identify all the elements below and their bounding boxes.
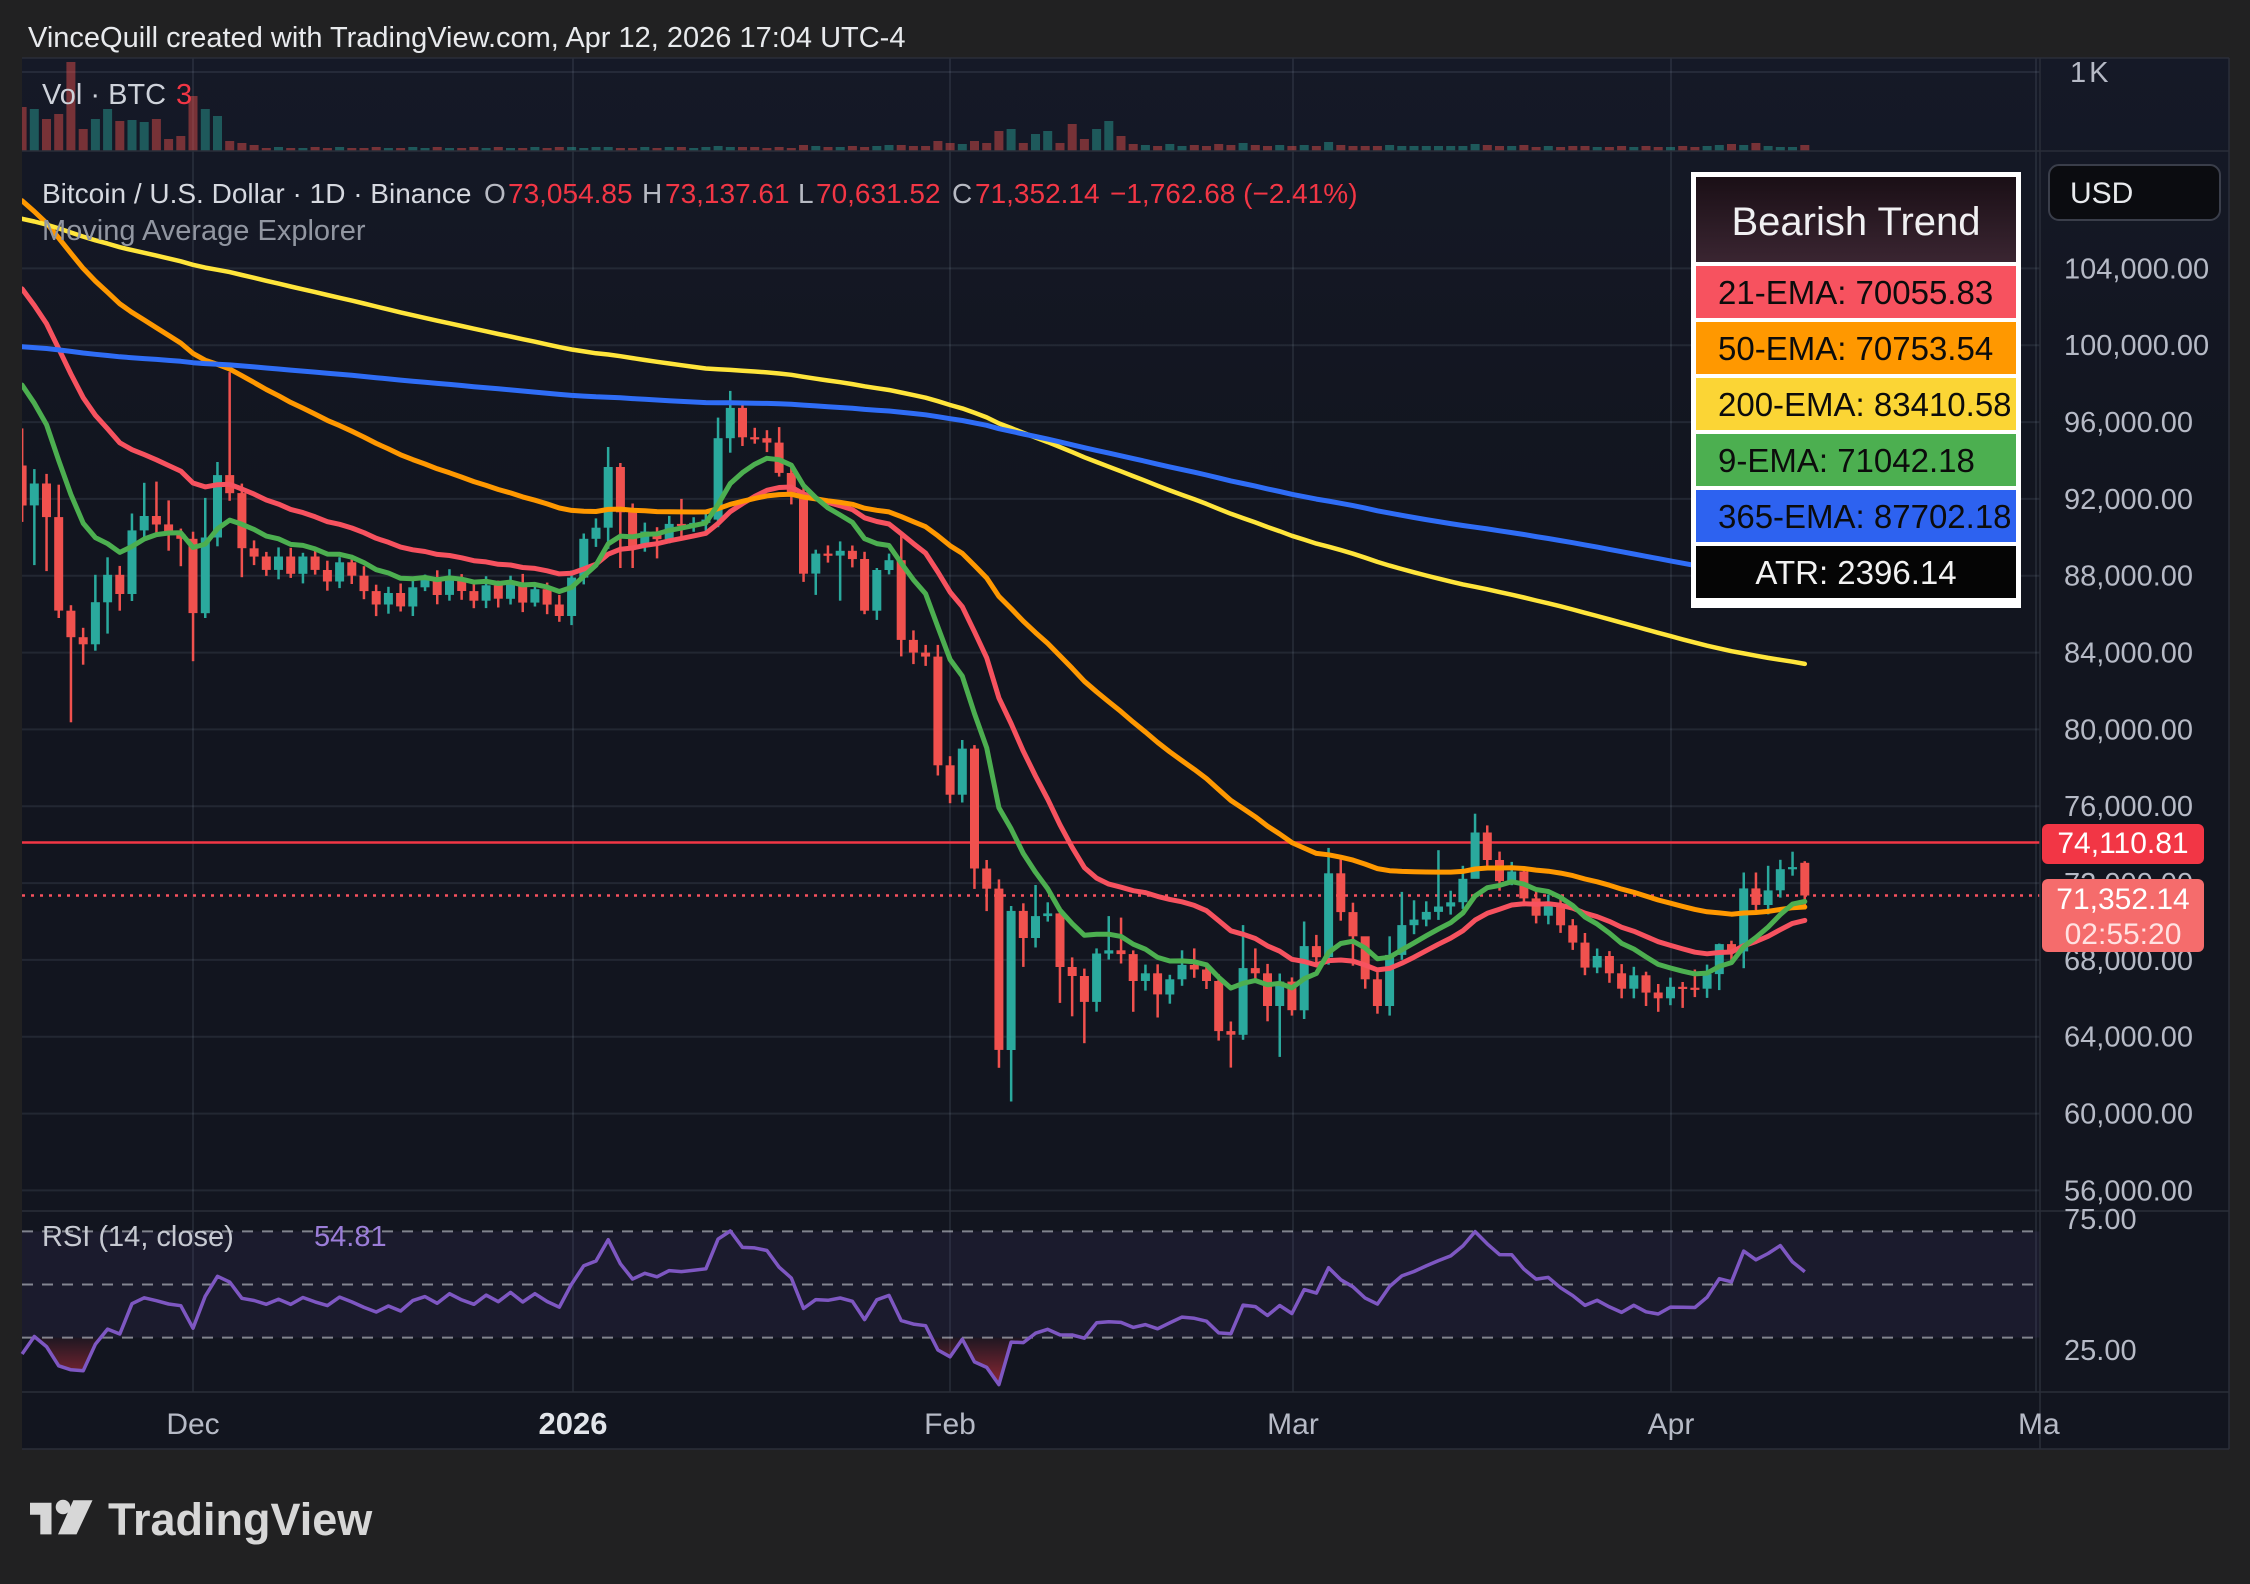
svg-text:USD: USD xyxy=(2070,177,2133,210)
svg-text:71,352.14: 71,352.14 xyxy=(975,178,1100,209)
svg-text:96,000.00: 96,000.00 xyxy=(2064,407,2193,439)
svg-text:−1,762.68 (−2.41%): −1,762.68 (−2.41%) xyxy=(1110,178,1358,209)
svg-text:25.00: 25.00 xyxy=(2064,1335,2137,1367)
svg-text:200-EMA: 83410.58: 200-EMA: 83410.58 xyxy=(1718,386,2012,423)
svg-text:VinceQuill created with Tradin: VinceQuill created with TradingView.com,… xyxy=(28,22,905,54)
svg-text:71,352.14: 71,352.14 xyxy=(2056,883,2189,916)
svg-text:100,000.00: 100,000.00 xyxy=(2064,330,2209,362)
svg-text:Mar: Mar xyxy=(1267,1408,1319,1441)
svg-text:88,000.00: 88,000.00 xyxy=(2064,561,2193,593)
svg-text:365-EMA: 87702.18: 365-EMA: 87702.18 xyxy=(1718,498,2012,535)
svg-text:50-EMA: 70753.54: 50-EMA: 70753.54 xyxy=(1718,330,1993,367)
svg-text:Vol · BTC: Vol · BTC xyxy=(42,79,166,111)
svg-text:64,000.00: 64,000.00 xyxy=(2064,1022,2193,1054)
svg-text:75.00: 75.00 xyxy=(2064,1204,2137,1236)
svg-text:Dec: Dec xyxy=(166,1408,219,1441)
svg-text:2026: 2026 xyxy=(539,1406,608,1441)
svg-text:Apr: Apr xyxy=(1648,1408,1695,1441)
svg-text:104,000.00: 104,000.00 xyxy=(2064,253,2209,285)
svg-text:C: C xyxy=(952,178,972,209)
svg-text:Feb: Feb xyxy=(924,1408,976,1441)
svg-text:Ma: Ma xyxy=(2018,1408,2060,1441)
svg-text:70,631.52: 70,631.52 xyxy=(816,178,941,209)
svg-text:ATR: 2396.14: ATR: 2396.14 xyxy=(1755,554,1956,591)
svg-text:1K: 1K xyxy=(2070,57,2111,89)
svg-text:Bitcoin / U.S. Dollar · 1D · B: Bitcoin / U.S. Dollar · 1D · Binance xyxy=(42,178,472,209)
svg-text:RSI (14, close): RSI (14, close) xyxy=(42,1221,234,1253)
svg-text:56,000.00: 56,000.00 xyxy=(2064,1175,2193,1207)
svg-text:92,000.00: 92,000.00 xyxy=(2064,484,2193,516)
svg-text:H: H xyxy=(642,178,662,209)
svg-text:3: 3 xyxy=(176,79,192,111)
svg-text:02:55:20: 02:55:20 xyxy=(2065,918,2182,951)
svg-text:O: O xyxy=(484,178,506,209)
svg-text:54.81: 54.81 xyxy=(314,1221,387,1253)
svg-text:9-EMA: 71042.18: 9-EMA: 71042.18 xyxy=(1718,442,1975,479)
svg-text:Moving Average Explorer: Moving Average Explorer xyxy=(42,215,366,247)
svg-text:TradingView: TradingView xyxy=(108,1494,373,1545)
svg-text:73,137.61: 73,137.61 xyxy=(665,178,790,209)
svg-text:76,000.00: 76,000.00 xyxy=(2064,791,2193,823)
svg-text:60,000.00: 60,000.00 xyxy=(2064,1099,2193,1131)
svg-text:84,000.00: 84,000.00 xyxy=(2064,638,2193,670)
svg-text:73,054.85: 73,054.85 xyxy=(508,178,633,209)
svg-text:80,000.00: 80,000.00 xyxy=(2064,714,2193,746)
svg-text:21-EMA: 70055.83: 21-EMA: 70055.83 xyxy=(1718,274,1993,311)
svg-text:L: L xyxy=(798,178,814,209)
svg-text:Bearish Trend: Bearish Trend xyxy=(1731,200,1980,244)
svg-text:74,110.81: 74,110.81 xyxy=(2057,827,2188,860)
